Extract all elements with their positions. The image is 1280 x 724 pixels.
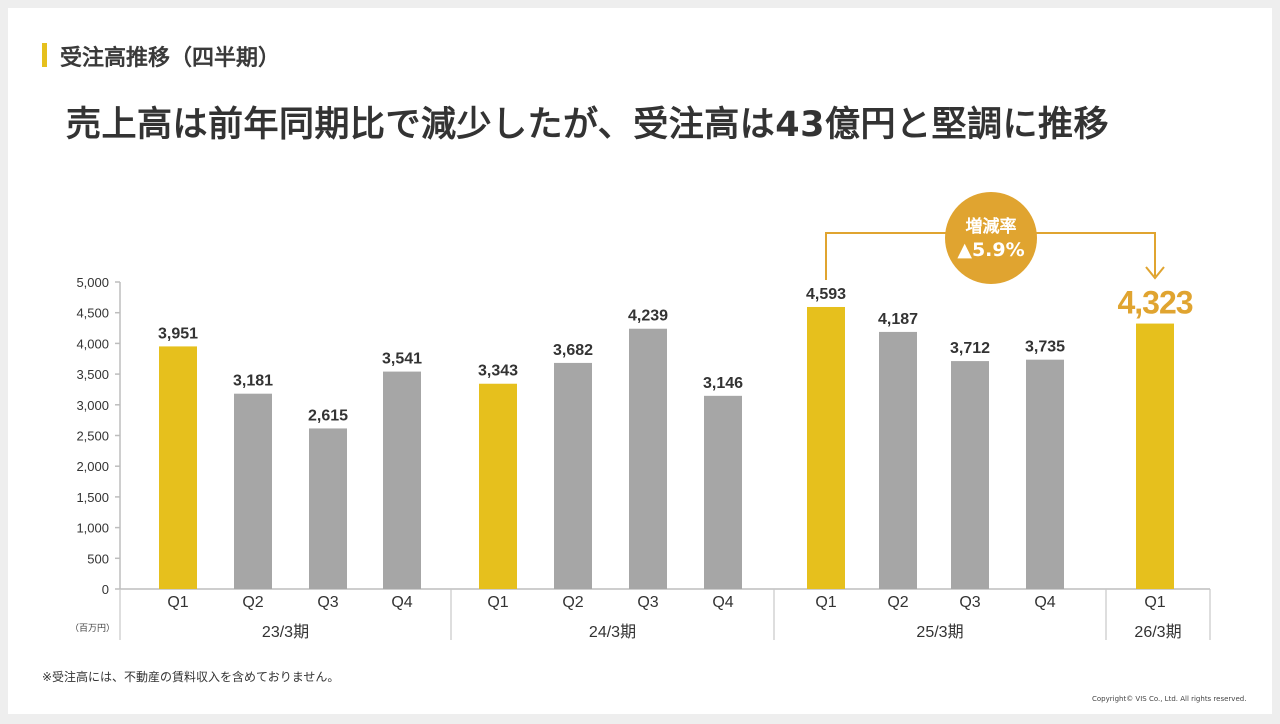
y-tick-label: 5,000 [76,275,109,290]
y-tick-label: 1,000 [76,521,109,536]
y-tick-label: 0 [102,582,109,597]
change-badge-value: ▲5.9% [957,239,1024,261]
y-tick-label: 2,000 [76,459,109,474]
x-tick-label: Q1 [487,594,508,611]
y-tick-label: 2,500 [76,429,109,444]
bar-value-label: 3,682 [553,342,593,359]
x-tick-label: Q1 [1144,594,1165,611]
period-label: 26/3期 [1134,623,1181,641]
bar-value-label: 3,181 [233,373,273,390]
bar [629,328,667,589]
change-badge-label: 増減率 [966,216,1017,237]
change-badge [945,192,1037,284]
bar-value-label: 2,615 [308,407,348,424]
period-label: 25/3期 [916,623,963,641]
section-marker [42,43,47,67]
period-label: 24/3期 [589,623,636,641]
change-arrowhead [1145,266,1165,280]
period-label: 23/3期 [262,623,309,641]
bar [704,395,742,589]
bar-value-label: 3,712 [950,340,990,357]
bar [479,383,517,589]
bar-value-label: 3,735 [1025,339,1065,356]
bar [879,331,917,589]
x-tick-label: Q1 [815,594,836,611]
bar-value-label: 3,146 [703,375,743,392]
x-tick-label: Q3 [637,594,658,611]
y-tick-label: 3,000 [76,398,109,413]
x-tick-label: Q4 [712,594,733,611]
unit-label: （百万円） [70,623,115,633]
bar [234,393,272,589]
bar [807,306,845,589]
x-tick-label: Q2 [562,594,583,611]
bar-value-label: 4,593 [806,286,846,303]
x-tick-label: Q3 [959,594,980,611]
x-tick-label: Q3 [317,594,338,611]
bar-value-label: 4,239 [628,308,668,325]
bar-value-label: 3,343 [478,363,518,380]
bar [159,346,197,589]
bar [951,361,989,589]
bar-value-label: 3,951 [158,325,198,342]
headline: 売上高は前年同期比で減少したが、受注高は43億円と堅調に推移 [66,105,1110,145]
bar-value-label: 4,187 [878,311,918,328]
y-tick-label: 500 [87,551,109,566]
bar [554,362,592,589]
x-tick-label: Q2 [887,594,908,611]
bar-value-label: 3,541 [382,351,422,368]
x-tick-label: Q2 [242,594,263,611]
section-title: 受注高推移（四半期） [60,46,281,71]
x-tick-label: Q1 [167,594,188,611]
bar-value-label-emphasis: 4,323 [1117,285,1192,321]
footnote: ※受注高には、不動産の賃料収入を含めておりません。 [42,670,340,684]
x-tick-label: Q4 [1034,594,1055,611]
y-tick-label: 3,500 [76,367,109,382]
bar [309,428,347,589]
y-tick-label: 4,500 [76,306,109,321]
bar [1136,323,1174,589]
bar [1026,359,1064,589]
x-tick-label: Q4 [391,594,412,611]
y-tick-label: 1,500 [76,490,109,505]
copyright: Copyright© VIS Co., Ltd. All rights rese… [1092,695,1247,703]
y-tick-label: 4,000 [76,336,109,351]
bar [383,371,421,589]
